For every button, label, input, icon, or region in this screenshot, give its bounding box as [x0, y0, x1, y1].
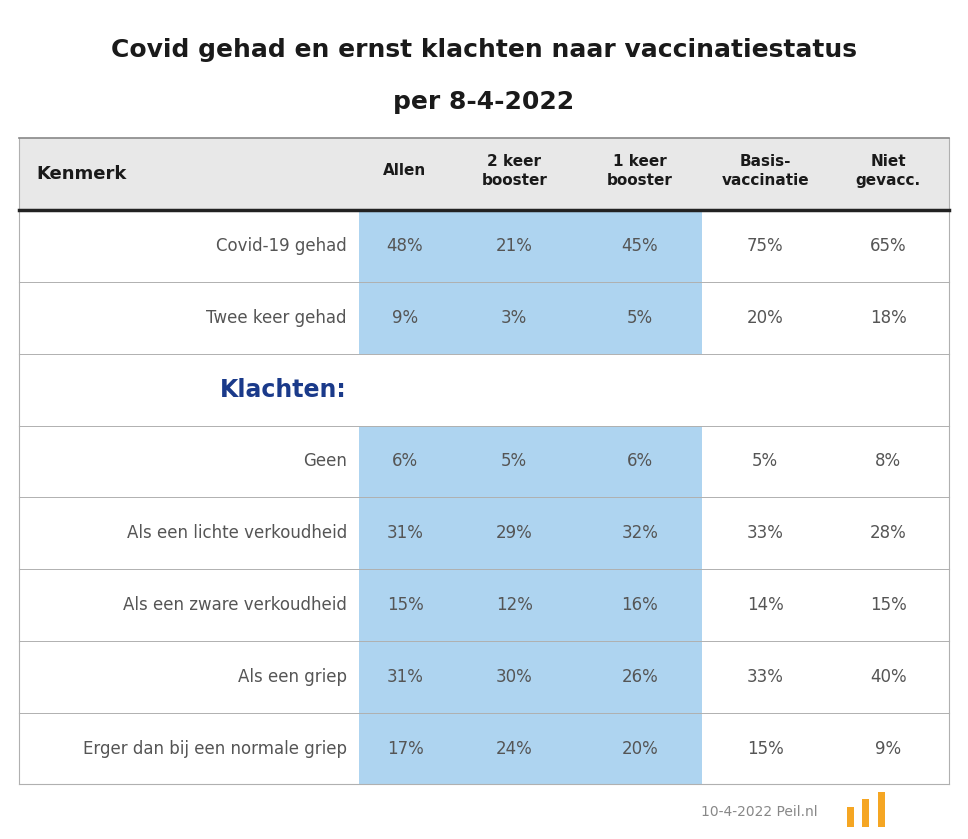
Text: 8%: 8% — [875, 452, 901, 471]
Text: 75%: 75% — [746, 237, 783, 255]
Text: Als een zware verkoudheid: Als een zware verkoudheid — [123, 596, 347, 614]
Text: 30%: 30% — [496, 668, 532, 685]
Text: 15%: 15% — [870, 596, 907, 614]
Text: 2 keer
booster: 2 keer booster — [481, 154, 547, 189]
Text: 65%: 65% — [870, 237, 907, 255]
Text: 10-4-2022 Peil.nl: 10-4-2022 Peil.nl — [702, 805, 818, 819]
Text: 40%: 40% — [870, 668, 907, 685]
Text: 29%: 29% — [496, 524, 532, 542]
Text: Als een griep: Als een griep — [238, 668, 347, 685]
Text: 31%: 31% — [386, 668, 423, 685]
Text: 15%: 15% — [746, 739, 783, 758]
Text: 5%: 5% — [752, 452, 778, 471]
Text: per 8-4-2022: per 8-4-2022 — [393, 90, 575, 114]
Text: 16%: 16% — [621, 596, 658, 614]
Text: 14%: 14% — [746, 596, 783, 614]
Text: 31%: 31% — [386, 524, 423, 542]
Text: Covid-19 gehad: Covid-19 gehad — [216, 237, 347, 255]
Text: 1 keer
booster: 1 keer booster — [607, 154, 673, 189]
Text: Twee keer gehad: Twee keer gehad — [206, 309, 347, 327]
Text: Allen: Allen — [383, 164, 427, 179]
Text: Kenmerk: Kenmerk — [37, 165, 127, 184]
Text: Klachten:: Klachten: — [220, 378, 347, 402]
Text: 5%: 5% — [501, 452, 528, 471]
Text: Niet
gevacc.: Niet gevacc. — [856, 154, 921, 189]
Text: 20%: 20% — [746, 309, 783, 327]
Text: 26%: 26% — [621, 668, 658, 685]
Text: 28%: 28% — [870, 524, 907, 542]
Text: Als een lichte verkoudheid: Als een lichte verkoudheid — [127, 524, 347, 542]
Text: Geen: Geen — [303, 452, 347, 471]
Text: 20%: 20% — [621, 739, 658, 758]
Text: 33%: 33% — [746, 668, 783, 685]
Text: 48%: 48% — [386, 237, 423, 255]
Text: Covid gehad en ernst klachten naar vaccinatiestatus: Covid gehad en ernst klachten naar vacci… — [111, 38, 857, 62]
Text: 15%: 15% — [386, 596, 423, 614]
Text: 9%: 9% — [875, 739, 901, 758]
Text: 32%: 32% — [621, 524, 658, 542]
Text: 6%: 6% — [626, 452, 652, 471]
Text: 9%: 9% — [392, 309, 418, 327]
Text: Erger dan bij een normale griep: Erger dan bij een normale griep — [83, 739, 347, 758]
Text: 24%: 24% — [496, 739, 532, 758]
Text: 33%: 33% — [746, 524, 783, 542]
Text: 17%: 17% — [386, 739, 423, 758]
Text: 12%: 12% — [496, 596, 532, 614]
Text: 18%: 18% — [870, 309, 907, 327]
Text: 3%: 3% — [501, 309, 528, 327]
Text: 21%: 21% — [496, 237, 532, 255]
Text: 45%: 45% — [621, 237, 658, 255]
Text: 5%: 5% — [626, 309, 652, 327]
Text: 6%: 6% — [392, 452, 418, 471]
Text: Basis-
vaccinatie: Basis- vaccinatie — [721, 154, 809, 189]
